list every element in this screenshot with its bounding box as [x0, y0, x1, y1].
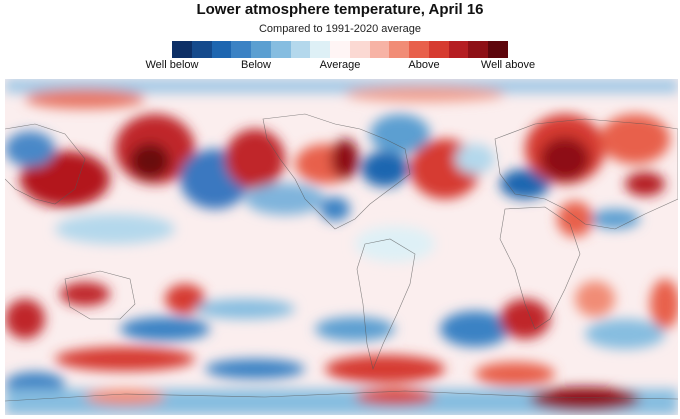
legend-swatch: [369, 41, 390, 58]
legend-swatch: [270, 41, 291, 58]
legend-swatch: [409, 41, 429, 58]
legend-swatch: [211, 41, 232, 58]
legend-swatch: [310, 41, 331, 58]
legend-swatch: [448, 41, 469, 58]
legend-labels: Well below Below Average Above Well abov…: [0, 59, 680, 73]
legend-swatch: [330, 41, 350, 58]
chart-title: Lower atmosphere temperature, April 16: [196, 1, 484, 18]
color-legend-bar: [172, 41, 509, 58]
legend-label-above: Above: [408, 59, 440, 71]
legend-swatch: [231, 41, 252, 58]
legend-label-below: Below: [241, 59, 271, 71]
coastlines: [5, 113, 678, 402]
anomaly-field: [5, 79, 678, 415]
legend-swatch: [172, 41, 192, 58]
map-svg: [5, 79, 678, 415]
legend-swatch: [428, 41, 449, 58]
chart-subtitle: Compared to 1991-2020 average: [258, 23, 422, 35]
temperature-anomaly-map: [5, 79, 678, 415]
legend-swatch: [488, 41, 509, 58]
legend-swatch: [191, 41, 212, 58]
legend-label-average: Average: [319, 59, 361, 71]
legend-swatch: [251, 41, 271, 58]
legend-swatch: [290, 41, 311, 58]
legend-swatch: [468, 41, 489, 58]
legend-label-well-above: Well above: [480, 59, 536, 71]
legend-swatch: [349, 41, 370, 58]
legend-label-well-below: Well below: [145, 59, 199, 71]
legend-swatch: [389, 41, 410, 58]
